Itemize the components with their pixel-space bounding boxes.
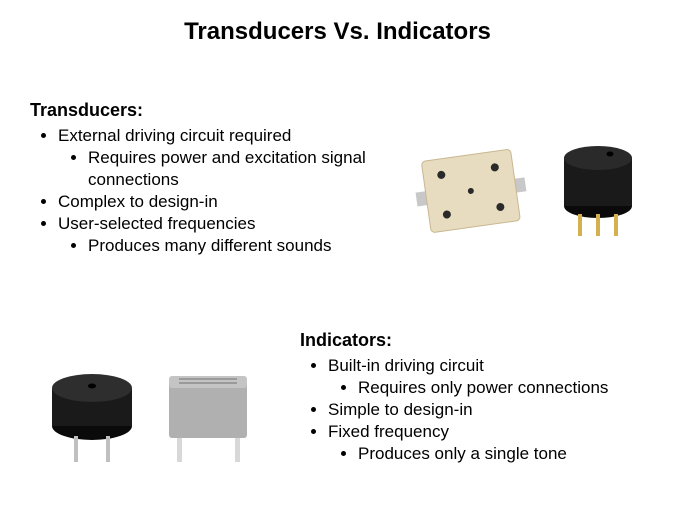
indicators-section: Indicators: Built-in driving circuit Req… [300, 330, 650, 465]
box-indicator-icon [169, 376, 247, 462]
list-item: Complex to design-in [58, 191, 370, 213]
list-item: External driving circuit required Requir… [58, 125, 370, 191]
cylindrical-transducer-icon [564, 146, 632, 236]
bullet-text: User-selected frequencies [58, 214, 255, 233]
smd-transducer-icon [411, 148, 530, 235]
transducers-list: External driving circuit required Requir… [30, 125, 370, 258]
transducers-heading: Transducers: [30, 100, 370, 121]
list-item: Fixed frequency Produces only a single t… [328, 421, 650, 465]
indicators-heading: Indicators: [300, 330, 650, 351]
indicators-list: Built-in driving circuit Requires only p… [300, 355, 650, 465]
list-item: Requires only power connections [358, 377, 650, 399]
transducers-section: Transducers: External driving circuit re… [30, 100, 370, 258]
bullet-text: Fixed frequency [328, 422, 449, 441]
list-item: Produces only a single tone [358, 443, 650, 465]
indicators-images [40, 350, 270, 460]
list-item: Simple to design-in [328, 399, 650, 421]
list-item: Built-in driving circuit Requires only p… [328, 355, 650, 399]
slide-title: Transducers Vs. Indicators [0, 0, 675, 46]
transducers-images [400, 130, 650, 240]
bullet-text: External driving circuit required [58, 126, 291, 145]
list-item: Produces many different sounds [88, 235, 370, 257]
list-item: User-selected frequencies Produces many … [58, 213, 370, 257]
list-item: Requires power and excitation signal con… [88, 147, 370, 191]
piezo-buzzer-icon [52, 374, 132, 462]
bullet-text: Built-in driving circuit [328, 356, 484, 375]
